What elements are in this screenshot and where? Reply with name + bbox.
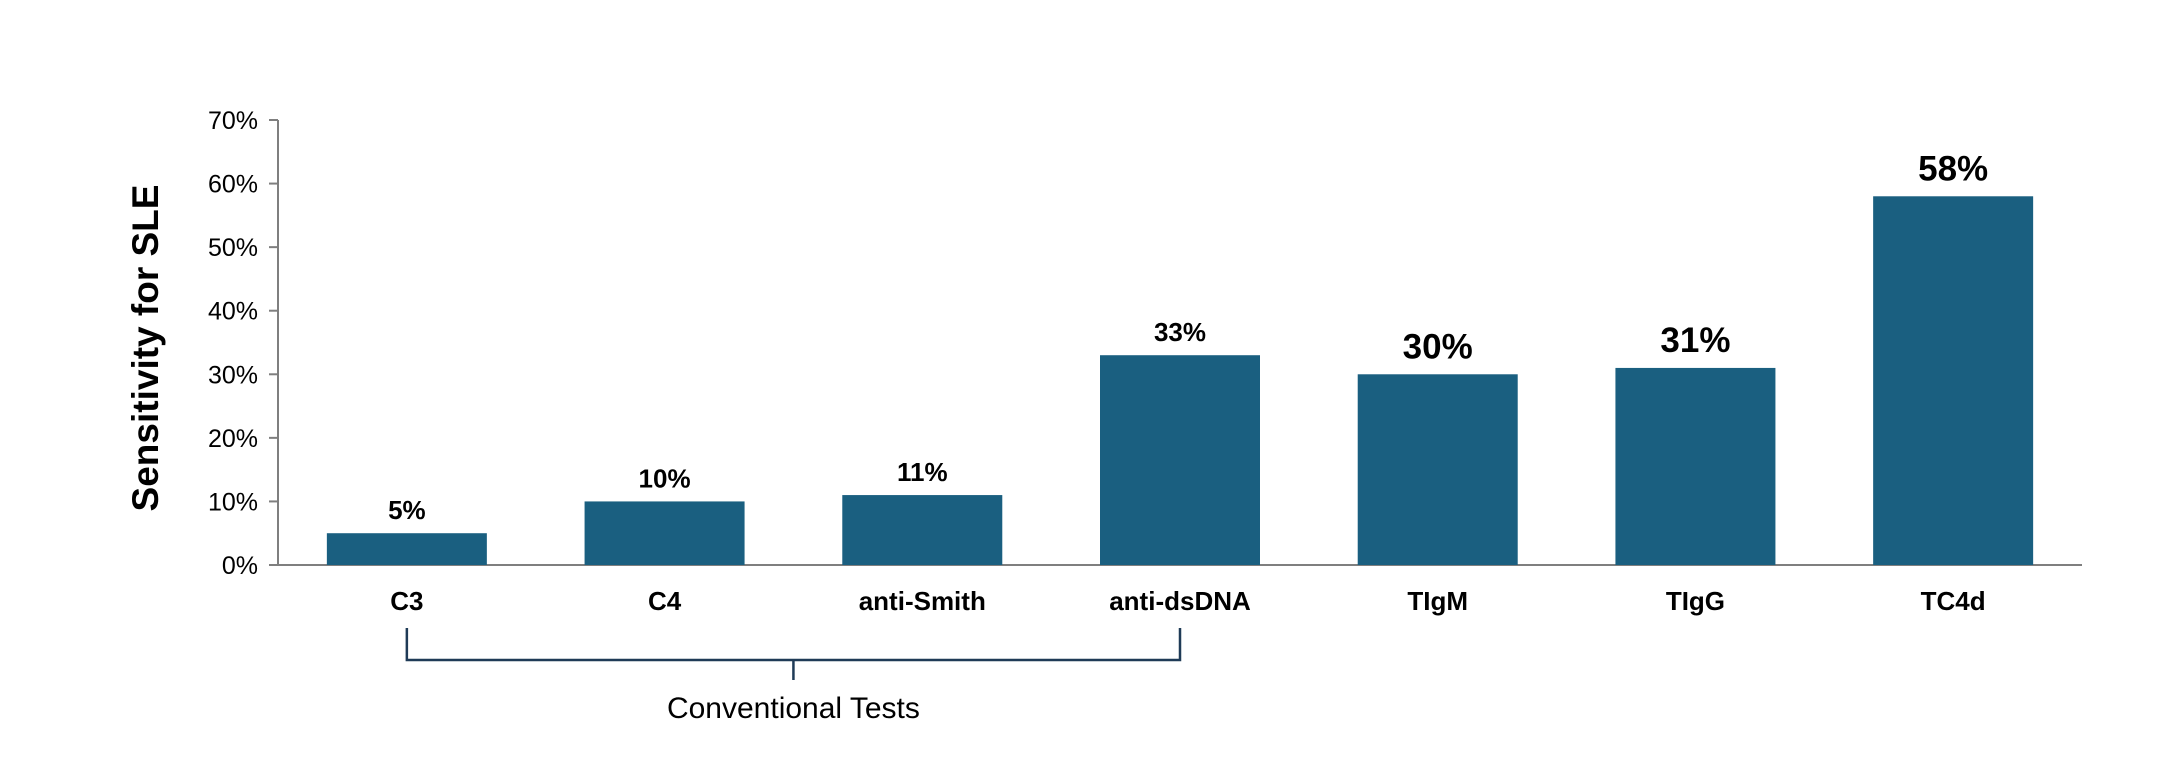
bar: [842, 495, 1003, 565]
category-label: C3: [390, 586, 423, 616]
bar: [326, 533, 487, 565]
y-tick-label: 30%: [208, 361, 258, 389]
bar: [1357, 374, 1518, 565]
data-label: 30%: [1403, 327, 1473, 366]
data-label: 10%: [639, 463, 691, 493]
bars: [326, 196, 2034, 566]
category-label: TC4d: [1921, 586, 1986, 616]
data-label: 11%: [897, 457, 948, 487]
bar: [1100, 355, 1260, 565]
y-tick-label: 50%: [208, 234, 258, 262]
category-labels: C3 C4 anti-Smith anti-dsDNA TIgM TIgG TC4d: [390, 586, 1985, 616]
y-tick-label: 60%: [208, 171, 258, 199]
bar: [1615, 367, 1776, 565]
data-label: 33%: [1154, 317, 1206, 347]
bar: [1873, 196, 2034, 566]
data-label: 58%: [1918, 149, 1988, 188]
y-axis: 0% 10% 20% 30% 40% 50% 60% 70%: [208, 107, 2082, 580]
bar: [584, 501, 745, 565]
y-tick-label: 10%: [208, 488, 258, 516]
y-tick-label: 20%: [208, 425, 258, 453]
data-labels: 5% 10% 11% 33% 30% 31% 58%: [388, 149, 1988, 525]
y-tick-label: 0%: [222, 552, 258, 580]
y-axis-title: Sensitivity for SLE: [125, 185, 166, 512]
conventional-tests-bracket: [405, 628, 1182, 680]
category-label: TIgM: [1407, 586, 1468, 616]
data-label: 5%: [388, 495, 426, 525]
category-label: anti-Smith: [859, 586, 986, 616]
y-tick-label: 70%: [208, 107, 258, 135]
category-label: TIgG: [1666, 586, 1725, 616]
category-label: C4: [648, 586, 682, 616]
bracket-line: [405, 628, 1182, 662]
category-label: anti-dsDNA: [1109, 586, 1251, 616]
group-label: Conventional Tests: [667, 692, 920, 725]
data-label: 31%: [1660, 321, 1730, 360]
y-tick-label: 40%: [208, 298, 258, 326]
